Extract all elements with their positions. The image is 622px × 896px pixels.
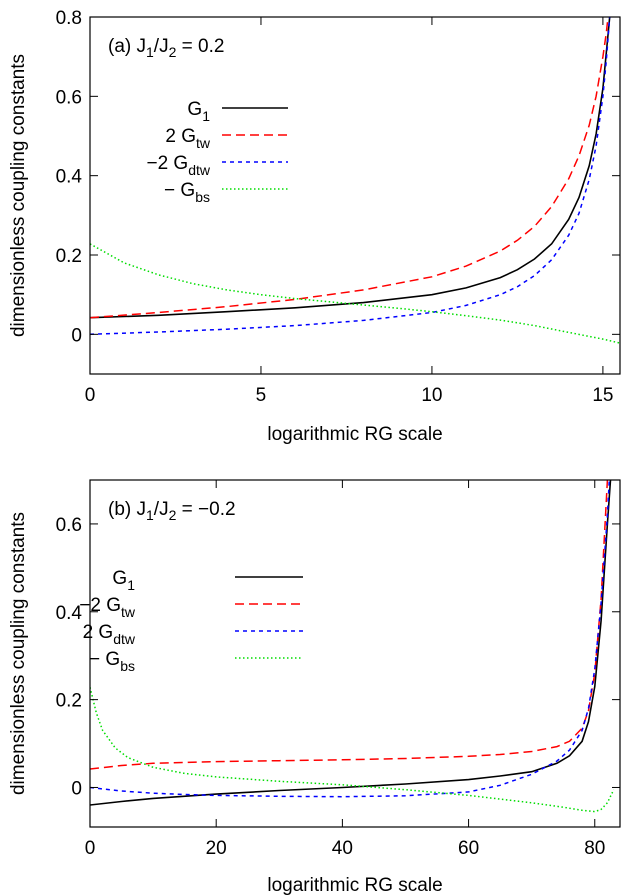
legend-label-1: 2 Gtw bbox=[165, 126, 211, 151]
x-tick-label: 10 bbox=[421, 385, 442, 406]
x-tick-label: 80 bbox=[584, 838, 605, 859]
y-tick-label: 0 bbox=[71, 778, 82, 799]
legend-label-0: G1 bbox=[112, 568, 135, 593]
panel-label: (b) J1/J2 = −0.2 bbox=[108, 499, 236, 523]
y-tick-label: 0.6 bbox=[56, 515, 82, 536]
panel-label: (a) J1/J2 = 0.2 bbox=[108, 36, 224, 60]
x-axis-label: logarithmic RG scale bbox=[267, 424, 442, 445]
y-axis-label: dimensionless coupling constants bbox=[8, 54, 29, 337]
chart-panel-0: 0 5 10 15 0 0.2 0.4 0.6 0.8 logarithmic RG scale d… bbox=[8, 8, 621, 445]
series-line-2 bbox=[90, 480, 611, 798]
x-tick-label: 60 bbox=[458, 838, 479, 859]
series-line-1 bbox=[90, 480, 609, 770]
x-tick-label: 0 bbox=[85, 385, 96, 406]
plot-frame bbox=[89, 479, 621, 828]
series-line-3 bbox=[90, 687, 615, 813]
series-line-1 bbox=[90, 17, 609, 319]
legend-label-2: 2 Gdtw bbox=[83, 622, 136, 647]
series-line-0 bbox=[90, 480, 612, 806]
x-tick-label: 0 bbox=[85, 838, 96, 859]
y-tick-label: 0.8 bbox=[56, 8, 82, 29]
x-axis-label: logarithmic RG scale bbox=[267, 875, 442, 896]
x-tick-label: 5 bbox=[256, 385, 267, 406]
y-axis-label: dimensionless coupling constants bbox=[8, 512, 29, 795]
y-tick-label: 0 bbox=[71, 325, 82, 346]
y-tick-label: 0.4 bbox=[56, 167, 83, 188]
y-tick-label: 0.4 bbox=[56, 603, 83, 624]
legend: G12 Gtw−2 Gdtw− Gbs bbox=[146, 99, 288, 205]
series-line-3 bbox=[90, 243, 620, 344]
legend-label-3: − Gbs bbox=[164, 180, 210, 205]
legend-label-2: −2 Gdtw bbox=[146, 153, 210, 178]
x-tick-label: 40 bbox=[332, 838, 353, 859]
chart-panel-1: 0 20 40 60 80 0 0.2 0.4 0.6 logarithmic RG scale d… bbox=[8, 479, 621, 896]
y-tick-label: 0.2 bbox=[56, 246, 82, 267]
x-tick-label: 15 bbox=[592, 385, 613, 406]
legend-label-3: − Gbs bbox=[89, 649, 135, 674]
y-tick-label: 0.6 bbox=[56, 87, 82, 108]
x-tick-label: 20 bbox=[206, 838, 227, 859]
series-line-2 bbox=[90, 17, 611, 336]
y-tick-label: 0.2 bbox=[56, 691, 82, 712]
series-line-0 bbox=[90, 17, 611, 319]
legend-label-0: G1 bbox=[187, 99, 210, 124]
plot-frame bbox=[89, 16, 621, 375]
legend-label-1: −2 Gtw bbox=[79, 595, 136, 620]
